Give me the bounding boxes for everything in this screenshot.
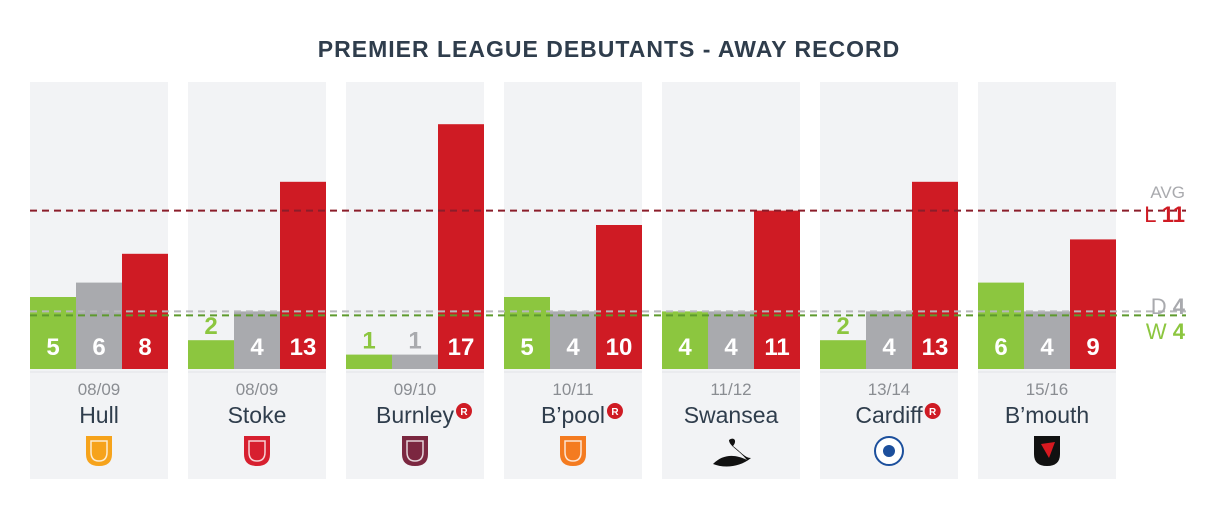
badge-emblem	[1041, 442, 1055, 458]
avg-number-w: 4	[1173, 319, 1186, 344]
value-label-w: 4	[678, 334, 692, 361]
club-panel-6: 6 4 9 15/16 B’mouth	[978, 82, 1116, 479]
bar-d	[1024, 311, 1070, 369]
blackpool-badge-icon	[560, 436, 586, 466]
relegated-circle	[924, 403, 941, 419]
bar-w	[346, 354, 392, 369]
club-label: B’mouth	[1005, 402, 1089, 428]
value-label-w: 2	[204, 313, 217, 340]
avg-value-l: L 11	[1144, 202, 1185, 227]
relegated-letter: R	[460, 407, 468, 418]
value-label-w: 6	[994, 334, 1007, 361]
bar-w	[30, 297, 76, 369]
club-label: Hull	[79, 402, 119, 428]
bar-l	[280, 181, 326, 369]
value-label-d: 4	[566, 334, 580, 361]
bournemouth-badge-icon	[1034, 436, 1060, 466]
bar-d	[550, 311, 596, 369]
avg-letter-w: W	[1146, 319, 1173, 344]
club-label: Swansea	[684, 402, 779, 428]
relegated-circle	[606, 403, 623, 419]
relegated-badge-icon: R	[606, 403, 623, 419]
cardiff-badge-icon	[874, 436, 904, 466]
badge-inner	[564, 440, 582, 462]
avg-value-d: D 4	[1151, 294, 1186, 319]
value-label-l: 13	[922, 334, 949, 361]
value-label-l: 11	[764, 334, 789, 361]
bar-w	[188, 340, 234, 369]
bar-l	[438, 124, 484, 369]
bar-w	[978, 282, 1024, 369]
chart-title: PREMIER LEAGUE DEBUTANTS - AWAY RECORD	[318, 36, 900, 62]
bar-d	[866, 311, 912, 369]
club-label: Burnley	[376, 402, 454, 428]
season-label: 11/12	[710, 380, 751, 399]
bar-w	[504, 297, 550, 369]
hull-badge-icon	[86, 436, 112, 466]
season-label: 09/10	[394, 380, 437, 399]
value-label-l: 17	[448, 334, 475, 361]
avg-letter-d: D	[1151, 294, 1173, 319]
relegated-letter: R	[611, 407, 619, 418]
relegated-letter: R	[929, 407, 937, 418]
bar-l	[596, 225, 642, 369]
avg-number-l: 11	[1162, 202, 1185, 227]
club-panel-3: 5 4 10 10/11 B’pool R	[504, 82, 642, 479]
bar-l	[1070, 239, 1116, 369]
club-label: Cardiff	[855, 402, 923, 428]
badge-inner	[248, 440, 266, 462]
season-label: 15/16	[1026, 380, 1069, 399]
bar-d	[392, 354, 438, 369]
value-label-l: 13	[290, 334, 317, 361]
avg-label: AVG	[1150, 183, 1185, 202]
badge-inner	[90, 440, 108, 462]
club-panel-1: 2 4 13 08/09 Stoke	[188, 82, 326, 479]
value-label-l: 8	[138, 334, 151, 361]
club-panel-2: 1 1 17 09/10 Burnley R	[346, 82, 484, 479]
club-panel-0: 5 6 8 08/09 Hull	[30, 82, 168, 479]
bar-l	[754, 210, 800, 369]
value-label-w: 1	[362, 328, 375, 355]
relegated-badge-icon: R	[924, 403, 941, 419]
relegated-circle	[455, 403, 472, 419]
season-label: 08/09	[236, 380, 279, 399]
avg-value-w: W 4	[1146, 319, 1186, 344]
bar-d	[708, 311, 754, 369]
value-label-l: 10	[606, 334, 633, 361]
club-label: B’pool	[541, 402, 605, 428]
bar-l	[912, 181, 958, 369]
season-label: 13/14	[868, 380, 911, 399]
club-label: Stoke	[228, 402, 287, 428]
value-label-d: 4	[724, 334, 738, 361]
club-panel-5: 2 4 13 13/14 Cardiff R	[820, 82, 958, 479]
relegated-badge-icon: R	[455, 403, 472, 419]
badge-inner	[406, 440, 424, 462]
avg-number-d: 4	[1173, 294, 1186, 319]
swan-shape	[713, 438, 751, 467]
bar-d	[234, 311, 280, 369]
badge-core	[883, 445, 895, 457]
season-label: 10/11	[552, 380, 593, 399]
stoke-badge-icon	[244, 436, 270, 466]
club-panel-4: 4 4 11 11/12 Swansea	[662, 82, 800, 479]
value-label-d: 4	[1040, 334, 1054, 361]
value-label-l: 9	[1086, 334, 1099, 361]
value-label-d: 4	[250, 334, 264, 361]
value-label-d: 1	[408, 328, 421, 355]
bar-d	[76, 282, 122, 369]
bar-w	[820, 340, 866, 369]
avg-letter-l: L	[1144, 202, 1162, 227]
bar-w	[662, 311, 708, 369]
value-label-d: 4	[882, 334, 896, 361]
value-label-d: 6	[92, 334, 105, 361]
value-label-w: 5	[46, 334, 59, 361]
burnley-badge-icon	[402, 436, 428, 466]
season-label: 08/09	[78, 380, 121, 399]
swan-icon	[713, 438, 751, 467]
value-label-w: 5	[520, 334, 533, 361]
value-label-w: 2	[836, 313, 849, 340]
